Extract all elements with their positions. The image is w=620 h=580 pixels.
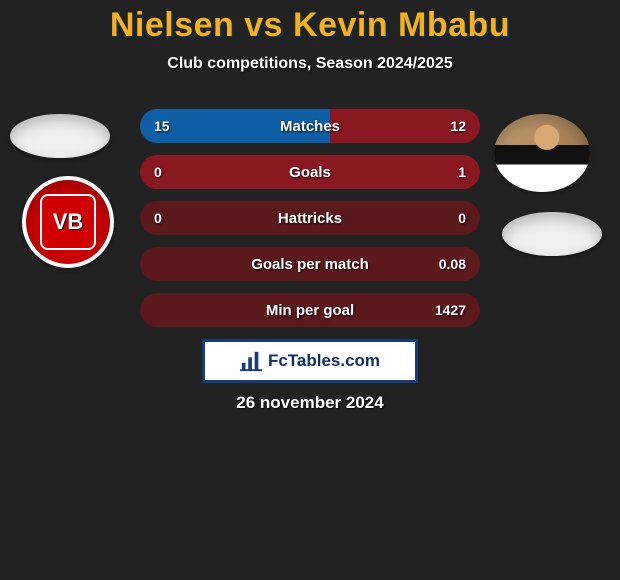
stat-value-right: 0.08 — [439, 256, 466, 272]
stat-row: 15 Matches 12 — [140, 109, 480, 143]
stat-row: 0 Hattricks 0 — [140, 201, 480, 235]
stat-row: Min per goal 1427 — [140, 293, 480, 327]
stat-value-right: 0 — [458, 210, 466, 226]
brand-box: FcTables.com — [202, 339, 418, 383]
stat-value-left: 0 — [154, 210, 162, 226]
stat-row: Goals per match 0.08 — [140, 247, 480, 281]
stat-value-right: 1 — [458, 164, 466, 180]
page-title: Nielsen vs Kevin Mbabu — [0, 6, 620, 45]
stat-value-left: 15 — [154, 118, 170, 134]
comparison-infographic: Nielsen vs Kevin Mbabu Club competitions… — [0, 0, 620, 580]
stat-label: Matches — [280, 118, 340, 135]
stat-label: Goals per match — [251, 256, 369, 273]
stats-area: 15 Matches 12 0 Goals 1 0 Hattricks 0 Goals per m… — [0, 109, 620, 327]
stat-row: 0 Goals 1 — [140, 155, 480, 189]
subtitle: Club competitions, Season 2024/2025 — [0, 55, 620, 73]
bar-chart-icon — [240, 350, 262, 372]
stat-label: Goals — [289, 164, 331, 181]
stat-value-left: 0 — [154, 164, 162, 180]
brand-text: FcTables.com — [268, 351, 380, 371]
stat-label: Min per goal — [266, 302, 354, 319]
date-text: 26 november 2024 — [0, 393, 620, 413]
stat-value-right: 1427 — [435, 302, 466, 318]
stat-label: Hattricks — [278, 210, 342, 227]
stat-value-right: 12 — [450, 118, 466, 134]
